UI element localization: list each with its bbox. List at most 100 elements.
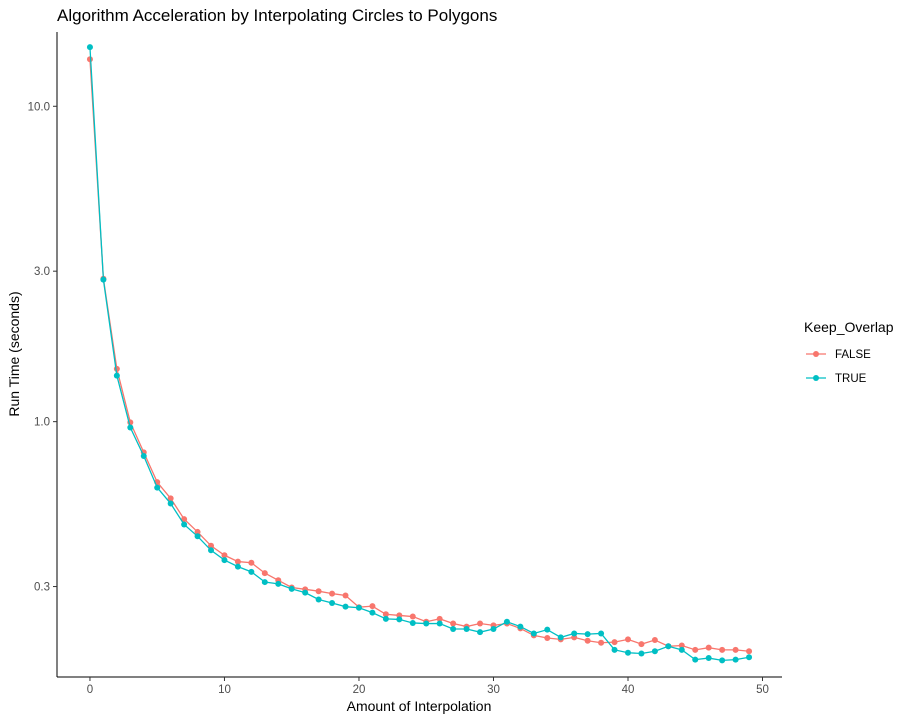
data-point-false: [678, 642, 685, 649]
data-point-true: [181, 521, 188, 528]
data-point-false: [651, 637, 658, 644]
data-point-true: [127, 424, 134, 431]
data-point-true: [208, 547, 215, 554]
series-line-true: [89, 47, 750, 662]
data-point-false: [719, 646, 726, 653]
data-point-true: [705, 655, 712, 662]
data-point-false: [746, 648, 753, 655]
data-point-true: [355, 604, 362, 611]
data-point-true: [624, 649, 631, 656]
legend-title: Keep_Overlap: [804, 319, 894, 335]
data-point-true: [746, 654, 753, 661]
data-point-false: [208, 542, 215, 549]
data-point-true: [611, 646, 618, 653]
data-point-false: [194, 528, 201, 535]
y-axis-ticks: 0.3 1.0 3.0 10.0: [28, 101, 57, 594]
data-point-false: [544, 635, 551, 642]
data-point-true: [221, 557, 228, 564]
data-point-true: [463, 626, 470, 633]
legend-label: FALSE: [835, 349, 871, 361]
series-layer: [86, 44, 753, 664]
data-point-false: [732, 646, 739, 653]
data-point-true: [571, 630, 578, 637]
data-point-false: [261, 570, 268, 577]
legend-key-point: [813, 351, 819, 357]
x-tick-label: 0: [87, 684, 93, 696]
legend-items: FALSE TRUE: [806, 349, 871, 385]
data-point-false: [86, 56, 93, 63]
data-point-true: [396, 616, 403, 623]
data-point-true: [140, 453, 147, 460]
data-point-false: [342, 592, 349, 599]
legend-item-true: TRUE: [806, 373, 867, 385]
legend: Keep_Overlap FALSE TRUE: [804, 319, 894, 385]
data-point-true: [732, 656, 739, 663]
data-point-true: [329, 600, 336, 607]
data-point-false: [382, 611, 389, 618]
data-point-true: [544, 626, 551, 633]
series-line-false: [89, 59, 750, 652]
data-point-false: [409, 613, 416, 620]
data-point-false: [248, 559, 255, 566]
data-point-true: [194, 533, 201, 540]
data-point-false: [315, 588, 322, 595]
y-tick-label: 0.3: [34, 582, 50, 594]
data-point-true: [490, 626, 497, 633]
data-point-true: [275, 580, 282, 587]
x-tick-label: 20: [353, 684, 366, 696]
data-point-true: [584, 631, 591, 638]
x-tick-label: 40: [622, 684, 635, 696]
data-point-false: [477, 620, 484, 627]
data-point-true: [382, 615, 389, 622]
x-axis-label: Amount of Interpolation: [347, 698, 492, 714]
data-point-true: [86, 44, 93, 51]
data-point-false: [436, 615, 443, 622]
data-point-false: [611, 639, 618, 646]
data-point-true: [248, 568, 255, 575]
data-point-true: [113, 372, 120, 379]
data-point-false: [369, 603, 376, 610]
plot-area: 0 10 20 30 40 50 0.3 1.0 3.0 10.0: [28, 32, 782, 696]
x-axis-ticks: 0 10 20 30 40 50: [87, 677, 769, 696]
data-point-true: [665, 643, 672, 650]
x-tick-label: 10: [218, 684, 231, 696]
data-point-true: [598, 630, 605, 637]
data-point-false: [181, 516, 188, 523]
data-point-false: [167, 495, 174, 502]
data-point-false: [584, 637, 591, 644]
data-point-true: [503, 618, 510, 625]
data-point-false: [598, 639, 605, 646]
data-point-true: [100, 276, 107, 283]
data-point-true: [261, 579, 268, 586]
series-false: [86, 56, 753, 655]
y-tick-label: 3.0: [34, 266, 50, 278]
data-point-true: [315, 596, 322, 603]
series-true: [86, 44, 753, 664]
data-point-true: [530, 630, 537, 637]
data-point-false: [705, 644, 712, 651]
data-point-false: [638, 641, 645, 648]
data-point-true: [302, 589, 309, 596]
data-point-false: [234, 558, 241, 565]
data-point-true: [423, 620, 430, 627]
data-point-false: [329, 590, 336, 597]
data-point-true: [450, 626, 457, 633]
data-point-true: [517, 623, 524, 630]
y-axis-label: Run Time (seconds): [6, 291, 22, 416]
data-point-false: [692, 646, 699, 653]
data-point-true: [557, 634, 564, 641]
legend-item-false: FALSE: [806, 349, 871, 361]
data-point-true: [678, 646, 685, 653]
data-point-false: [450, 620, 457, 627]
data-point-true: [436, 620, 443, 627]
y-tick-label: 10.0: [28, 101, 50, 113]
data-point-true: [369, 609, 376, 616]
data-point-false: [221, 552, 228, 559]
data-point-true: [638, 650, 645, 657]
data-point-true: [409, 619, 416, 626]
data-point-true: [288, 585, 295, 592]
x-tick-label: 30: [487, 684, 500, 696]
data-point-true: [154, 484, 161, 491]
legend-key-point: [813, 375, 819, 381]
